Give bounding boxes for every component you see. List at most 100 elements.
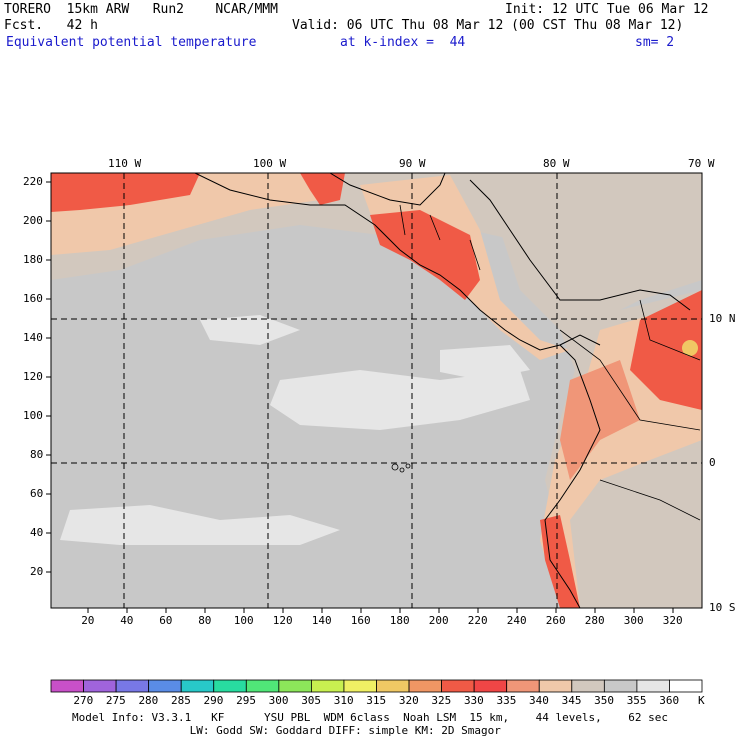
coastline-mexico: [194, 173, 601, 351]
colorbar-level-label: 330: [463, 694, 484, 707]
model-title: TORERO 15km ARW Run2 NCAR/MMM: [4, 2, 278, 17]
x-tick-label: 40: [120, 614, 134, 627]
colorbar-swatch: [636, 679, 670, 693]
colorbar-level-label: 275: [105, 694, 126, 707]
cool-patch-2: [60, 505, 340, 545]
colorbar-swatch: [441, 679, 475, 693]
x-tick-label: 160: [350, 614, 371, 627]
ecuador-red: [540, 515, 580, 608]
colorbar-level-label: 305: [301, 694, 322, 707]
colorbar-swatch: [245, 679, 280, 693]
x-tick-label: 60: [159, 614, 173, 627]
lat-label-10s: 10 S: [709, 601, 736, 614]
central-america-land: [345, 173, 702, 330]
colorbar-level-label: 350: [594, 694, 615, 707]
level-info: at k-index = 44: [340, 35, 466, 50]
y-tick-label: 60: [30, 487, 44, 500]
map-frame: [50, 172, 703, 609]
colorbar-swatch: [213, 679, 247, 693]
y-tick-label: 100: [23, 409, 43, 422]
colorbar-level-label: 300: [268, 694, 289, 707]
x-tick-label: 260: [545, 614, 566, 627]
smoothing-info: sm= 2: [635, 35, 675, 50]
y-axis-ticks: [46, 181, 51, 573]
y-tick-label: 20: [30, 565, 44, 578]
x-tick-label: 140: [311, 614, 332, 627]
x-tick-label: 320: [662, 614, 683, 627]
x-tick-label: 80: [198, 614, 212, 627]
init-time: Init: 12 UTC Tue 06 Mar 12: [505, 2, 709, 17]
colorbar-swatch: [473, 679, 508, 693]
borders: [399, 204, 701, 521]
colorbar-swatch: [408, 679, 442, 693]
lon-label-80w: 80 W: [543, 157, 570, 170]
graticule: [51, 173, 702, 608]
y-tick-label: 80: [30, 448, 44, 461]
x-tick-label: 180: [389, 614, 410, 627]
central-america-red: [370, 210, 480, 300]
x-tick-label: 240: [506, 614, 527, 627]
colorbar-level-label: 315: [366, 694, 387, 707]
colorbar-unit: K: [698, 694, 705, 707]
field-name: Equivalent potential temperature: [6, 35, 257, 50]
x-tick-label: 220: [467, 614, 488, 627]
y-tick-label: 120: [23, 370, 43, 383]
colorbar-swatch: [115, 679, 150, 693]
x-tick-label: 100: [233, 614, 254, 627]
lon-label-90w: 90 W: [399, 157, 426, 170]
lon-label-110w: 110 W: [108, 157, 142, 170]
colorbar-level-label: 280: [138, 694, 159, 707]
x-tick-label: 120: [272, 614, 293, 627]
coastline-south-america: [544, 344, 601, 608]
colorbar-swatch: [571, 679, 605, 693]
colorbar-swatch: [603, 679, 638, 693]
colorbar-swatch: [376, 679, 410, 693]
colorbar-level-label: 290: [203, 694, 224, 707]
y-tick-label: 200: [23, 214, 43, 227]
x-tick-label: 20: [81, 614, 95, 627]
colorbar-swatch: [83, 679, 117, 693]
colorbar-level-label: 355: [626, 694, 647, 707]
lon-label-70w: 70 W: [688, 157, 715, 170]
colorbar-swatch: [148, 679, 182, 693]
galapagos-islands: [391, 463, 411, 473]
colorbar-level-label: 345: [561, 694, 582, 707]
cool-patch-3: [200, 315, 300, 345]
colorbar-swatch: [538, 679, 573, 693]
model-info: Model Info: V3.3.1 KF YSU PBL WDM 6class…: [72, 711, 669, 724]
valid-time: Valid: 06 UTC Thu 08 Mar 12 (00 CST Thu …: [292, 18, 684, 33]
colorbar: [50, 679, 703, 693]
colorbar-swatch: [278, 679, 312, 693]
coastline-caribbean: [329, 173, 691, 311]
colorbar-swatch: [343, 679, 377, 693]
x-axis-ticks: [87, 608, 674, 613]
lat-label-0: 0: [709, 456, 716, 469]
x-tick-label: 300: [623, 614, 644, 627]
mexico-coast-red: [300, 173, 345, 205]
colorbar-level-label: 320: [398, 694, 419, 707]
colorbar-level-label: 325: [431, 694, 452, 707]
y-tick-label: 180: [23, 253, 43, 266]
colombia-red: [630, 290, 702, 410]
colorbar-level-label: 360: [659, 694, 680, 707]
x-tick-label: 200: [428, 614, 449, 627]
cool-patch-1: [270, 370, 530, 430]
y-tick-label: 160: [23, 292, 43, 305]
forecast-hour: Fcst. 42 h: [4, 18, 98, 33]
warm-spot: [682, 340, 698, 356]
y-tick-label: 220: [23, 175, 43, 188]
colorbar-level-label: 340: [529, 694, 549, 707]
colorbar-swatch: [50, 679, 84, 693]
colorbar-swatch: [180, 679, 215, 693]
warm-band-north-red: [51, 173, 200, 212]
colorbar-level-label: 310: [333, 694, 354, 707]
lat-label-10n: 10 N: [709, 312, 736, 325]
colorbar-level-label: 335: [496, 694, 517, 707]
cool-patch-4: [440, 345, 530, 380]
colorbar-swatch: [506, 679, 540, 693]
y-tick-label: 40: [30, 526, 44, 539]
physics-info: LW: Godd SW: Goddard DIFF: simple KM: 2D…: [130, 724, 501, 737]
y-tick-label: 140: [23, 331, 43, 344]
x-tick-label: 280: [584, 614, 605, 627]
lon-label-100w: 100 W: [253, 157, 287, 170]
